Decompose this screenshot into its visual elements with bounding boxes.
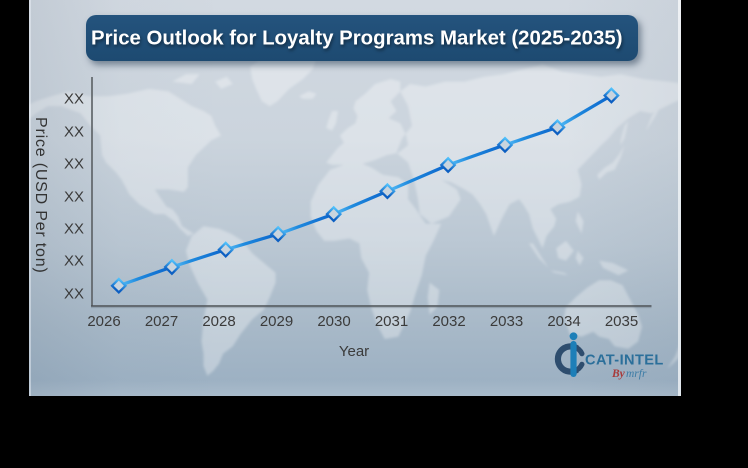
svg-text:By: By (611, 368, 626, 380)
svg-text:mrfr: mrfr (626, 368, 647, 380)
svg-text:CAT-INTEL: CAT-INTEL (585, 353, 664, 369)
